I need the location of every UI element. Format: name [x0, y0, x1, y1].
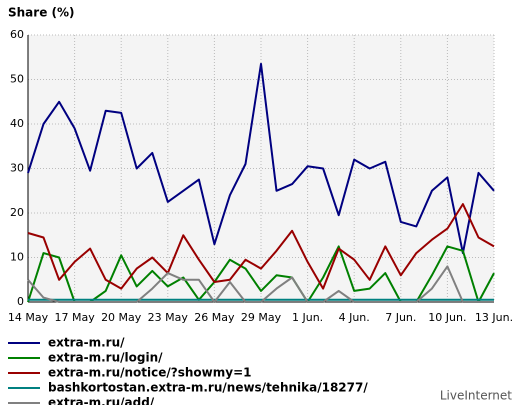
- legend-label: extra-m.ru/add/: [48, 396, 155, 405]
- x-tick-label: 4 Jun.: [339, 311, 370, 324]
- y-tick-label: 50: [10, 73, 24, 86]
- legend-label: extra-m.ru/notice/?showmy=1: [48, 366, 252, 380]
- x-tick-label: 17 May: [54, 311, 95, 324]
- y-tick-label: 20: [10, 206, 24, 219]
- x-tick-label: 20 May: [101, 311, 142, 324]
- y-tick-label: 0: [17, 295, 24, 308]
- x-tick-label: 10 Jun.: [428, 311, 466, 324]
- x-tick-label: 14 May: [8, 311, 49, 324]
- y-tick-label: 60: [10, 28, 24, 41]
- series-line: [27, 62, 495, 255]
- legend-label: extra-m.ru/login/: [48, 351, 163, 365]
- legend-label: extra-m.ru/: [48, 336, 125, 350]
- x-tick-label: 7 Jun.: [385, 311, 416, 324]
- y-tick-label: 10: [10, 251, 24, 264]
- x-tick-label: 29 May: [241, 311, 282, 324]
- chart-title: Share (%): [8, 6, 75, 20]
- x-tick-label: 1 Jun.: [292, 311, 323, 324]
- brand: LiveInternet: [440, 389, 512, 403]
- legend-label: bashkortostan.extra-m.ru/news/tehnika/18…: [48, 381, 368, 395]
- y-tick-label: 30: [10, 162, 24, 175]
- series-line: [27, 203, 495, 290]
- x-tick-label: 26 May: [194, 311, 235, 324]
- series-line: [27, 265, 494, 303]
- x-tick-label: 23 May: [148, 311, 189, 324]
- x-tick-label: 13 Jun.: [475, 311, 513, 324]
- y-tick-label: 40: [10, 117, 24, 130]
